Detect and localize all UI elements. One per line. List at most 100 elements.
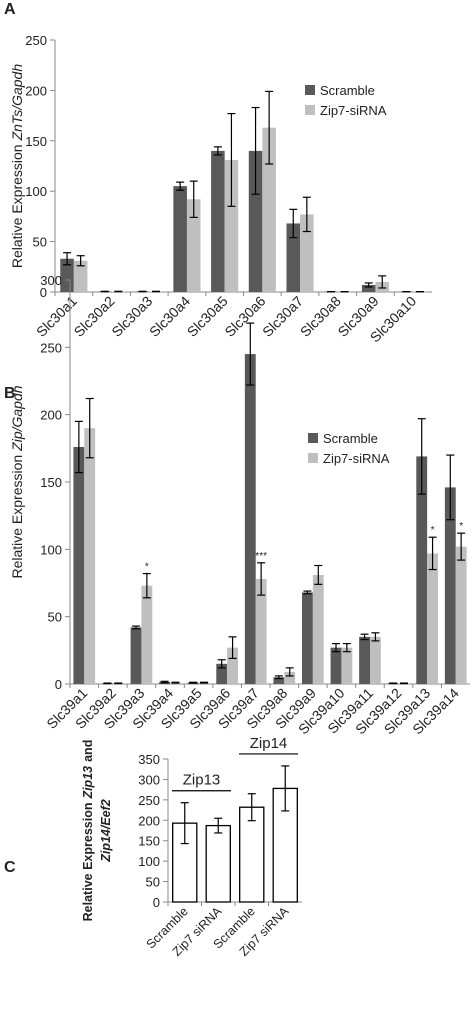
y-axis-label-part: Relative Expression xyxy=(81,803,95,922)
legend-swatch xyxy=(308,433,318,443)
panel-letter: C xyxy=(4,859,16,876)
bar xyxy=(173,186,187,292)
error-bar xyxy=(302,196,311,233)
y-tick-label: 200 xyxy=(138,813,160,828)
x-tick-label: Slc30a6 xyxy=(221,293,268,340)
error-bar xyxy=(228,636,237,660)
bar xyxy=(205,824,231,903)
y-tick-label: 250 xyxy=(40,340,62,355)
error-bar xyxy=(289,208,298,239)
group-label: Zip13 xyxy=(183,772,221,789)
error-bar xyxy=(176,181,185,191)
y-tick-label: 150 xyxy=(138,834,160,849)
bar xyxy=(262,127,276,292)
error-bar xyxy=(132,625,140,630)
y-axis-label: Relative Expression ZnTs/Gapdh xyxy=(9,64,25,268)
error-bar xyxy=(213,146,222,156)
error-bar xyxy=(265,90,274,165)
y-tick-label: 50 xyxy=(33,235,47,250)
bar xyxy=(255,578,267,684)
y-axis-label-part: /Eef2 xyxy=(99,799,113,830)
error-bar xyxy=(63,252,72,266)
error-bar xyxy=(400,682,408,685)
legend-label: Zip7-siRNA xyxy=(320,103,387,118)
bar xyxy=(302,592,313,684)
bar xyxy=(330,647,342,684)
bar xyxy=(427,553,438,684)
error-bar xyxy=(417,418,426,495)
bar xyxy=(186,199,201,292)
y-axis-label-part: Relative Expression xyxy=(9,144,25,268)
bar xyxy=(416,456,428,684)
error-bar xyxy=(189,681,198,684)
y-tick-label: 50 xyxy=(48,610,62,625)
panel-letter: B xyxy=(4,385,16,402)
error-bar xyxy=(171,681,180,684)
error-bar xyxy=(274,675,283,680)
error-bar xyxy=(85,397,94,459)
error-bar xyxy=(360,633,369,641)
bar xyxy=(455,546,467,684)
x-tick-label: Slc30a2 xyxy=(71,293,118,340)
y-tick-label: 150 xyxy=(25,134,47,149)
y-tick-label: 100 xyxy=(138,854,160,869)
y-axis-label-part: and xyxy=(81,740,95,762)
error-bar xyxy=(303,590,312,595)
bar xyxy=(130,627,142,684)
bar xyxy=(341,647,353,684)
bar xyxy=(73,446,85,684)
y-tick-label: 150 xyxy=(40,475,62,490)
y-axis-label: Relative Expression Zip/Gapdh xyxy=(9,385,25,578)
y-tick-label: 300 xyxy=(138,772,160,787)
bar xyxy=(273,677,285,684)
error-bar xyxy=(189,180,198,219)
significance-label: * xyxy=(459,521,463,532)
bar xyxy=(73,260,88,292)
error-bar xyxy=(217,659,226,669)
error-bar xyxy=(251,106,260,195)
bar xyxy=(370,636,381,684)
legend-swatch xyxy=(308,453,318,463)
significance-label: *** xyxy=(255,551,267,562)
error-bar xyxy=(160,680,169,684)
y-axis-label-part: Zip13 xyxy=(81,766,95,800)
legend-swatch xyxy=(305,105,315,115)
error-bar xyxy=(246,322,255,386)
bar xyxy=(312,574,324,684)
error-bar xyxy=(142,572,151,599)
x-tick-label: Slc30a5 xyxy=(184,293,231,340)
y-axis-label: Relative Expression Zip13 and xyxy=(81,740,95,922)
error-bar xyxy=(247,793,256,822)
error-bar xyxy=(257,562,266,596)
bar xyxy=(444,487,456,684)
y-tick-label: 200 xyxy=(40,408,62,423)
y-tick-label: 100 xyxy=(25,184,47,199)
legend-label: Zip7-siRNA xyxy=(323,451,390,466)
bar xyxy=(300,214,314,292)
y-tick-label: 100 xyxy=(40,542,62,557)
error-bar xyxy=(314,564,323,585)
y-tick-label: 300 xyxy=(40,273,62,288)
bar xyxy=(84,428,96,684)
y-axis-label-part: Zip/Gapdh xyxy=(9,385,25,452)
x-tick-label: Slc30a4 xyxy=(146,293,193,340)
bar xyxy=(359,636,370,684)
legend-label: Scramble xyxy=(323,431,378,446)
error-bar xyxy=(214,817,223,834)
bar xyxy=(248,150,263,292)
y-axis-label-part: ZnTs/Gapdh xyxy=(9,64,25,142)
bar xyxy=(141,585,153,684)
error-bar xyxy=(103,682,112,685)
y-tick-label: 250 xyxy=(138,793,160,808)
bar xyxy=(361,284,376,292)
y-tick-label: 200 xyxy=(25,83,47,98)
bar xyxy=(239,806,265,903)
error-bar xyxy=(281,765,290,812)
significance-label: * xyxy=(145,562,149,573)
legend-label: Scramble xyxy=(320,83,375,98)
error-bar xyxy=(457,532,466,561)
legend-swatch xyxy=(305,85,315,95)
bar xyxy=(227,647,238,684)
x-tick-label: Slc30a8 xyxy=(297,293,344,340)
